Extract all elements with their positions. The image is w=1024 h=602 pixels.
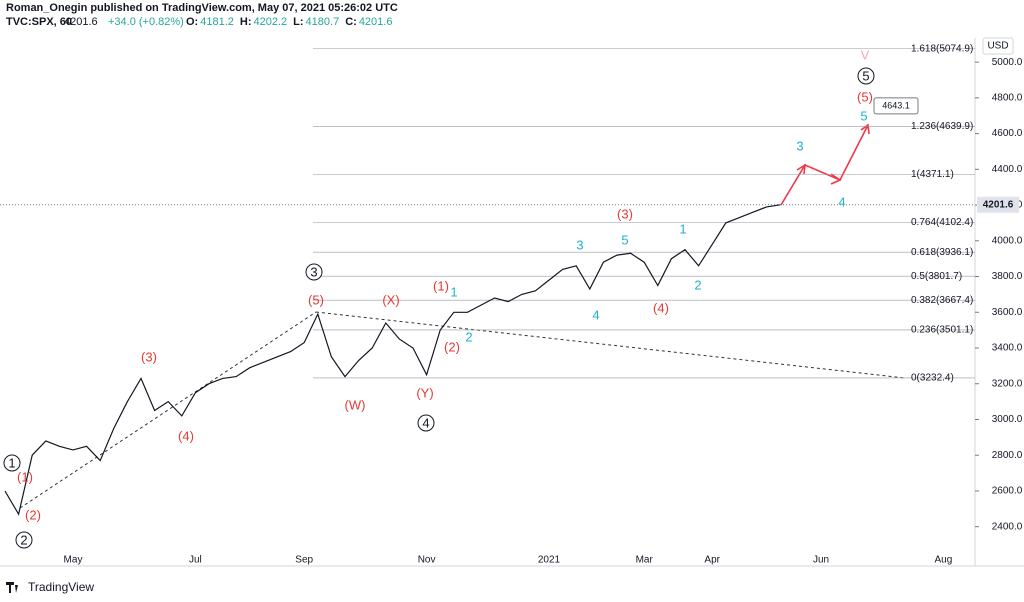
wave-label: (1) (433, 278, 449, 293)
y-tick-label: 3000.0 (992, 414, 1023, 425)
wave-label: 1 (450, 284, 457, 299)
y-tick-label: 4000.0 (992, 235, 1023, 246)
wave-label: 3 (576, 237, 583, 252)
fib-label: 0.236(3501.1) (911, 325, 973, 336)
brand: TradingView (28, 580, 94, 594)
ohlc-value: 4202.2 (254, 16, 288, 28)
y-tick-label: 3600.0 (992, 307, 1023, 318)
ohlc-value: 4181.2 (200, 16, 234, 28)
y-tick-label: 4400.0 (992, 164, 1023, 175)
wave-label: 2 (465, 329, 472, 344)
x-tick-label: Aug (935, 555, 953, 566)
wave-label: 4 (592, 307, 599, 322)
wave-circle (3, 454, 21, 472)
projection-arrow (780, 124, 869, 206)
y-tick-label: 2800.0 (992, 450, 1023, 461)
wave-circle (15, 531, 33, 549)
wave-label: 3 (310, 264, 317, 279)
y-tick-label: 3400.0 (992, 343, 1023, 354)
callout-label: 4643.1 (882, 100, 910, 110)
change: +34.0 (+0.82%) (108, 16, 184, 28)
wave-label: (X) (382, 292, 399, 307)
price-line (4, 204, 781, 516)
y-tick-label: 3800.0 (992, 271, 1023, 282)
y-tick-label: 2400.0 (992, 521, 1023, 532)
wave-label: (1) (17, 469, 33, 484)
wave-label: (Y) (416, 385, 433, 400)
arrow-heads (796, 123, 870, 185)
y-tick-label: 5000.0 (992, 57, 1023, 68)
last-price-label: 4201.6 (983, 199, 1014, 210)
wave-circle (857, 67, 875, 85)
fib-label: 0.382(3667.4) (911, 295, 973, 306)
wave-label: 2 (694, 277, 701, 292)
fib-label: 0.5(3801.7) (911, 271, 962, 282)
wave-label: 4 (422, 415, 429, 430)
wave-label: (W) (345, 397, 366, 412)
wave-label: 5 (621, 232, 628, 247)
publisher: Roman_Onegin published on TradingView.co… (6, 2, 398, 14)
wave-label: (2) (25, 507, 41, 522)
wave-label: (5) (308, 292, 324, 307)
ohlc-key: C: (345, 16, 357, 28)
currency: USD (987, 41, 1008, 52)
currency-box (982, 37, 1014, 55)
ohlc-value: 4201.6 (359, 16, 393, 28)
wave-circle (305, 263, 323, 281)
wave-label: 1 (679, 221, 686, 236)
fib-label: 0(3232.4) (911, 373, 954, 384)
fib-label: 0.618(3936.1) (911, 247, 973, 258)
trend-line (19, 311, 317, 509)
ohlc-key: O: (186, 16, 198, 28)
y-tick-label: 4600.0 (992, 128, 1023, 139)
x-tick-label: Sep (295, 555, 313, 566)
y-tick-label: 4800.0 (992, 92, 1023, 103)
ohlc-key: H: (240, 16, 252, 28)
x-tick-label: 2021 (538, 555, 561, 566)
wave-label: 1 (8, 455, 15, 470)
y-tick-label: 3200.0 (992, 378, 1023, 389)
trend-line (315, 311, 906, 379)
fib-label: 1.236(4639.9) (911, 121, 973, 132)
last-price: 4201.6 (64, 16, 98, 28)
wave-label: 2 (20, 532, 27, 547)
ohlc-key: L: (293, 16, 303, 28)
symbol: TVC:SPX, 60 (6, 16, 72, 28)
wave-label: (3) (141, 349, 157, 364)
x-tick-label: Apr (704, 555, 720, 566)
wave-label: (3) (617, 206, 633, 221)
x-tick-label: Jun (813, 555, 829, 566)
wave-label: (4) (178, 428, 194, 443)
wave-label: (2) (444, 339, 460, 354)
wave-label: 5 (862, 68, 869, 83)
ohlc-value: 4180.7 (306, 16, 340, 28)
fib-label: 1(4371.1) (911, 169, 954, 180)
wave-label: (5) (857, 89, 873, 104)
wave-circle (417, 414, 435, 432)
wave-label: V (861, 47, 870, 62)
x-tick-label: Mar (636, 555, 654, 566)
y-tick-label: 2600.0 (992, 486, 1023, 497)
x-tick-label: May (64, 555, 83, 566)
fib-label: 1.618(5074.9) (911, 43, 973, 54)
x-tick-label: Nov (418, 555, 436, 566)
logo (6, 582, 18, 593)
wave-label: 3 (796, 138, 803, 153)
x-tick-label: Jul (189, 555, 202, 566)
callout-box (873, 97, 919, 115)
wave-label: (4) (653, 300, 669, 315)
last-price-box (977, 196, 1019, 213)
wave-label: 4 (838, 194, 845, 209)
wave-label: 5 (860, 108, 867, 123)
fib-label: 0.764(4102.4) (911, 217, 973, 228)
